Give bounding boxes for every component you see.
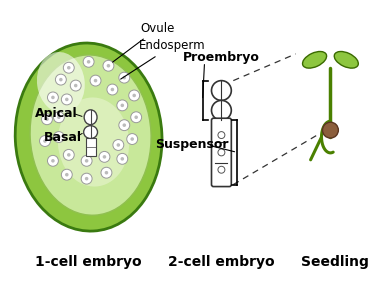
Circle shape xyxy=(41,114,52,125)
Text: 1-cell embryo: 1-cell embryo xyxy=(35,255,142,269)
Circle shape xyxy=(57,135,61,139)
Circle shape xyxy=(40,136,51,146)
Circle shape xyxy=(85,177,89,180)
Circle shape xyxy=(132,94,136,97)
Circle shape xyxy=(65,173,68,176)
Circle shape xyxy=(43,139,47,143)
Circle shape xyxy=(57,115,61,119)
Circle shape xyxy=(101,167,112,178)
Circle shape xyxy=(99,151,110,162)
Text: Seedling: Seedling xyxy=(301,255,369,269)
Text: Apical: Apical xyxy=(35,107,77,120)
Circle shape xyxy=(61,169,72,180)
Circle shape xyxy=(117,100,128,111)
Circle shape xyxy=(218,149,225,156)
Text: Suspensor: Suspensor xyxy=(155,139,228,151)
Circle shape xyxy=(119,120,130,131)
Circle shape xyxy=(122,123,126,127)
Circle shape xyxy=(51,159,55,163)
Circle shape xyxy=(87,60,90,64)
Circle shape xyxy=(48,92,59,103)
Ellipse shape xyxy=(15,43,162,231)
Circle shape xyxy=(119,72,130,83)
Circle shape xyxy=(70,80,81,91)
Circle shape xyxy=(120,103,124,107)
Circle shape xyxy=(135,115,138,119)
Ellipse shape xyxy=(84,110,97,125)
Ellipse shape xyxy=(323,122,338,138)
Circle shape xyxy=(107,84,118,95)
Circle shape xyxy=(129,90,139,101)
Ellipse shape xyxy=(302,52,326,68)
Circle shape xyxy=(83,56,94,67)
Ellipse shape xyxy=(37,52,85,113)
Circle shape xyxy=(81,155,92,166)
Circle shape xyxy=(67,153,71,157)
Circle shape xyxy=(54,132,64,142)
Circle shape xyxy=(67,66,71,70)
Ellipse shape xyxy=(212,81,231,100)
Ellipse shape xyxy=(84,126,98,139)
Circle shape xyxy=(45,117,49,121)
Circle shape xyxy=(90,75,101,86)
Ellipse shape xyxy=(30,55,151,215)
Text: Basal: Basal xyxy=(44,131,82,144)
Circle shape xyxy=(117,143,120,147)
Ellipse shape xyxy=(58,97,129,187)
Text: Ovule: Ovule xyxy=(112,22,175,62)
Circle shape xyxy=(59,78,63,82)
Circle shape xyxy=(74,84,78,87)
Circle shape xyxy=(120,157,124,161)
Circle shape xyxy=(130,137,134,141)
Circle shape xyxy=(51,96,55,99)
Ellipse shape xyxy=(334,52,358,68)
Circle shape xyxy=(113,140,124,150)
Circle shape xyxy=(122,76,126,80)
Circle shape xyxy=(117,153,128,164)
Circle shape xyxy=(127,134,138,144)
Circle shape xyxy=(48,155,59,166)
FancyBboxPatch shape xyxy=(212,118,231,187)
Circle shape xyxy=(218,132,225,139)
Text: Proembryo: Proembryo xyxy=(183,51,260,64)
Circle shape xyxy=(111,88,114,91)
Circle shape xyxy=(63,149,74,160)
Circle shape xyxy=(54,112,64,123)
Circle shape xyxy=(103,155,106,159)
Ellipse shape xyxy=(212,100,231,120)
Circle shape xyxy=(65,98,68,101)
Circle shape xyxy=(131,112,142,123)
Bar xyxy=(86,138,95,156)
Circle shape xyxy=(94,79,97,82)
Circle shape xyxy=(107,64,110,68)
Circle shape xyxy=(61,94,72,105)
Circle shape xyxy=(63,62,74,73)
Circle shape xyxy=(55,74,66,85)
Circle shape xyxy=(103,60,114,71)
Circle shape xyxy=(105,171,108,174)
Circle shape xyxy=(85,159,89,163)
Circle shape xyxy=(218,166,225,173)
Circle shape xyxy=(81,173,92,184)
Text: Endosperm: Endosperm xyxy=(121,39,205,79)
Text: 2-cell embryo: 2-cell embryo xyxy=(168,255,275,269)
